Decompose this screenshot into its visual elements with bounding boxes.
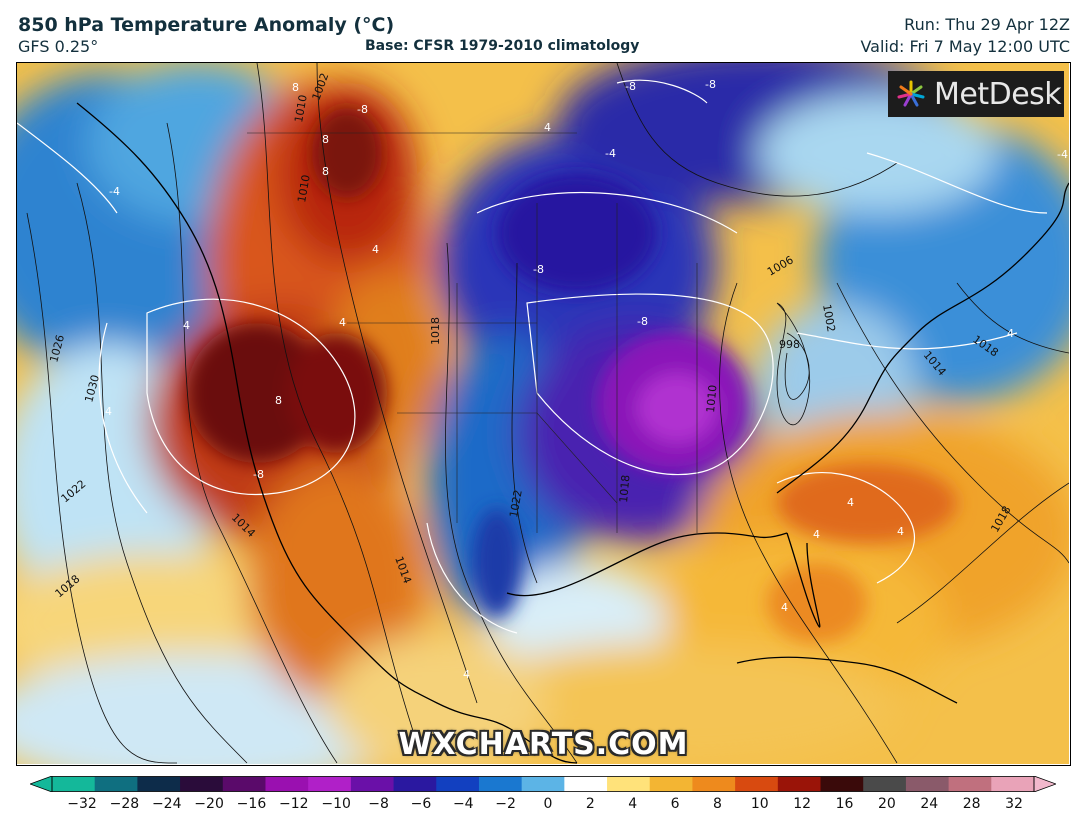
isobar-label: 1018 <box>429 317 442 345</box>
colorbar-tick-label: 28 <box>962 796 981 812</box>
anomaly-label: 8 <box>322 165 329 178</box>
colorbar-segment <box>820 776 864 792</box>
colorbar-segment <box>692 776 736 792</box>
anomaly-label: 8 <box>292 81 299 94</box>
colorbar-segment <box>308 776 352 792</box>
valid-time-label: Valid: Fri 7 May 12:00 UTC <box>860 37 1070 56</box>
map-canvas: 1002 1010 1026 1030 1022 1014 1018 1018 … <box>17 63 1069 764</box>
colorbar-tick-label: 12 <box>793 796 812 812</box>
anomaly-label: 4 <box>372 243 379 256</box>
anomaly-label: -8 <box>625 80 636 93</box>
anomaly-label: -8 <box>637 315 648 328</box>
colorbar-tick-label: 10 <box>750 796 769 812</box>
anomaly-label: -4 <box>1057 148 1068 161</box>
colorbar-tick-label: 6 <box>670 796 680 812</box>
colorbar-segment <box>478 776 523 792</box>
colorbar <box>30 776 1056 792</box>
isobar-label: 998 <box>779 338 800 351</box>
colorbar-tick-label: −12 <box>279 796 309 812</box>
logo-text: MetDesk <box>934 76 1062 112</box>
isobar-label: 1010 <box>292 94 310 124</box>
colorbar-tick-label: −2 <box>495 796 516 812</box>
isobar-label: 1010 <box>295 174 313 204</box>
anomaly-label: 4 <box>463 668 470 681</box>
colorbar-max-arrow <box>1033 776 1056 792</box>
anomaly-label: 4 <box>544 121 551 134</box>
colorbar-tick-label: 2 <box>585 796 595 812</box>
colorbar-segment <box>649 776 694 792</box>
colorbar-segment <box>863 776 907 792</box>
base-climatology-label: Base: CFSR 1979-2010 climatology <box>365 38 640 54</box>
run-time-label: Run: Thu 29 Apr 12Z <box>904 15 1070 34</box>
colorbar-segment <box>137 776 181 792</box>
anomaly-label: 4 <box>847 496 854 509</box>
anomaly-label-group: -8 4 8 -8 4 -8 8 8 -8 4 -4 4 4 -4 4 4 4 … <box>105 78 1068 681</box>
isobar-label: 1002 <box>820 303 838 333</box>
chart-title: 850 hPa Temperature Anomaly (°C) <box>18 14 395 36</box>
colorbar-ticks: −32 −28 −24 −20 −16 −12 −10 −8 −6 −4 −2 0 2 4 6 8 10 12 16… <box>0 796 1088 820</box>
isobar-lines <box>26 63 1069 764</box>
anomaly-label: -4 <box>605 147 616 160</box>
metdesk-logo: MetDesk <box>888 71 1064 117</box>
anomaly-map[interactable]: 1002 1010 1026 1030 1022 1014 1018 1018 … <box>16 62 1071 766</box>
colorbar-segment <box>265 776 309 792</box>
model-label: GFS 0.25° <box>18 37 99 56</box>
colorbar-segment <box>350 776 395 792</box>
colorbar-tick-label: 8 <box>712 796 722 812</box>
isobar-label: 1010 <box>704 384 719 413</box>
colorbar-segment <box>436 776 480 792</box>
anomaly-label: 4 <box>183 319 190 332</box>
anomaly-label: -8 <box>253 468 264 481</box>
colorbar-segment <box>564 776 608 792</box>
anomaly-label: 4 <box>1007 327 1014 340</box>
colorbar-tick-label: −24 <box>151 796 182 812</box>
colorbar-segment <box>991 776 1035 792</box>
colorbar-segment <box>607 776 651 792</box>
anomaly-label: -4 <box>109 185 120 198</box>
colorbar-tick-label: 16 <box>835 796 854 812</box>
anomaly-label: -8 <box>533 263 544 276</box>
anomaly-label: 8 <box>275 394 282 407</box>
colorbar-segment <box>180 776 224 792</box>
colorbar-segment <box>393 776 437 792</box>
colorbar-tick-label: −32 <box>67 796 97 812</box>
anomaly-label: 4 <box>105 405 112 418</box>
isobar-label: 1018 <box>617 474 632 503</box>
colorbar-tick-label: 32 <box>1005 796 1023 812</box>
watermark: WXCHARTS.COM <box>398 727 689 762</box>
political-borders <box>247 132 698 533</box>
colorbar-segment <box>94 776 138 792</box>
colorbar-tick-label: 4 <box>628 796 638 812</box>
colorbar-tick-label: −16 <box>236 796 267 812</box>
anomaly-label: -8 <box>357 103 368 116</box>
isobar-label: 1022 <box>507 489 525 519</box>
anomaly-label: 8 <box>322 133 329 146</box>
colorbar-tick-label: −20 <box>194 796 224 812</box>
colorbar-segment <box>222 776 267 792</box>
colorbar-segment <box>777 776 822 792</box>
coastlines <box>76 102 1069 764</box>
colorbar-segment <box>521 776 565 792</box>
anomaly-label: -8 <box>705 78 716 91</box>
anomaly-label: 4 <box>897 525 904 538</box>
anomaly-label: 4 <box>813 528 820 541</box>
colorbar-tick-label: −8 <box>368 796 389 812</box>
metdesk-star-icon <box>897 80 925 107</box>
colorbar-segment <box>948 776 992 792</box>
colorbar-tick-label: 24 <box>920 796 939 812</box>
colorbar-tick-label: −4 <box>452 796 474 812</box>
colorbar-tick-label: −10 <box>321 796 351 812</box>
colorbar-segment <box>905 776 950 792</box>
colorbar-tick-label: 20 <box>877 796 896 812</box>
colorbar-segment <box>735 776 779 792</box>
anomaly-label: 4 <box>339 316 346 329</box>
colorbar-segment <box>52 776 96 792</box>
colorbar-tick-label: −6 <box>410 796 432 812</box>
colorbar-tick-label: −28 <box>109 796 140 812</box>
colorbar-min-arrow <box>30 776 53 792</box>
anomaly-contours <box>17 79 1048 634</box>
anomaly-label: 4 <box>781 601 788 614</box>
colorbar-tick-label: 0 <box>543 796 553 812</box>
